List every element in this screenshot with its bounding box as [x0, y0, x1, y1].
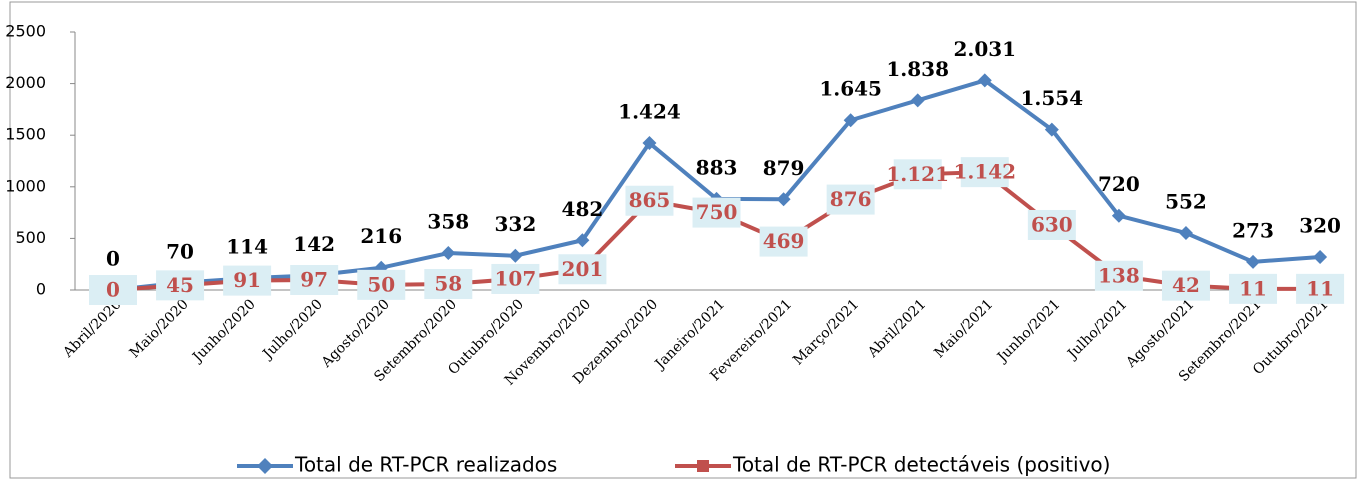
data-label: 720: [1098, 172, 1140, 196]
marker: [575, 233, 590, 248]
marker: [441, 246, 456, 261]
data-label: 469: [763, 229, 805, 253]
data-label: 216: [360, 224, 402, 248]
data-label-box: [759, 226, 808, 257]
data-label: 750: [696, 200, 738, 224]
data-label-box: [1296, 273, 1345, 304]
marker: [843, 113, 858, 128]
x-tick-label: Agosto/2020: [318, 296, 393, 371]
data-label: 70: [166, 239, 194, 263]
data-label: 91: [233, 268, 261, 292]
x-tick-label: Julho/2020: [259, 296, 326, 363]
y-tick-label: 1000: [5, 176, 46, 195]
chart-border: [9, 1, 1357, 479]
x-tick-label: Março/2021: [790, 296, 862, 368]
data-label: 201: [562, 257, 604, 281]
data-label: 552: [1165, 190, 1207, 214]
marker: [1178, 226, 1193, 241]
x-tick-label: Junho/2020: [188, 296, 258, 366]
y-tick-label: 2000: [5, 73, 46, 92]
y-tick-label: 500: [15, 228, 46, 247]
marker: [977, 73, 992, 88]
data-label: 42: [1172, 273, 1200, 297]
marker: [776, 192, 791, 207]
x-tick-label: Maio/2020: [127, 296, 192, 361]
data-label-box: [156, 270, 205, 301]
data-label: 45: [166, 273, 194, 297]
data-label-box: [960, 157, 1009, 188]
data-label: 1.142: [953, 160, 1016, 184]
legend-marker: [697, 460, 709, 472]
marker: [508, 248, 523, 263]
data-label: 138: [1098, 263, 1140, 287]
x-tick-label: Abril/2021: [864, 296, 929, 361]
data-label: 107: [494, 266, 536, 290]
data-label-box: [692, 197, 741, 228]
data-label: 0: [106, 278, 120, 302]
data-label: 1.424: [618, 100, 681, 124]
data-label: 358: [427, 210, 469, 234]
data-label: 273: [1232, 218, 1274, 242]
marker: [1111, 208, 1126, 223]
legend-marker: [257, 458, 273, 474]
legend-label: Total de RT-PCR realizados: [294, 453, 557, 477]
data-label: 865: [629, 188, 671, 212]
data-label-box: [558, 254, 607, 285]
data-label-box: [357, 269, 406, 300]
data-label: 630: [1031, 212, 1073, 236]
data-label-box: [826, 184, 875, 215]
legend-label: Total de RT-PCR detectáveis (positivo): [732, 453, 1110, 477]
data-label-box: [424, 269, 473, 300]
y-tick-label: 2500: [5, 22, 46, 41]
data-label-box: [625, 185, 674, 216]
data-label: 50: [367, 272, 395, 296]
y-tick-label: 1500: [5, 125, 46, 144]
data-label: 142: [293, 232, 335, 256]
data-label-box: [1027, 209, 1076, 240]
data-label: 11: [1306, 276, 1334, 300]
data-label-box: [491, 263, 540, 294]
x-tick-label: Janeiro/2021: [651, 296, 728, 373]
data-label: 0: [106, 247, 120, 271]
marker: [1246, 254, 1261, 269]
data-label: 11: [1239, 276, 1267, 300]
data-label: 97: [300, 267, 328, 291]
data-label-box: [1229, 273, 1278, 304]
marker: [642, 136, 657, 151]
x-tick-label: Agosto/2021: [1123, 296, 1198, 371]
x-tick-label: Abril/2020: [60, 296, 125, 361]
data-label: 876: [830, 187, 872, 211]
data-label-box: [290, 264, 339, 295]
data-label-box: [1161, 270, 1210, 301]
marker: [1044, 122, 1059, 137]
data-label: 879: [763, 156, 805, 180]
data-label-box: [223, 265, 272, 296]
data-label: 1.121: [886, 162, 949, 186]
data-label: 1.645: [819, 77, 882, 101]
data-label-box: [89, 275, 137, 305]
x-tick-label: Junho/2021: [993, 296, 1063, 366]
data-label: 883: [696, 155, 738, 179]
data-label: 114: [226, 235, 268, 259]
data-label: 1.554: [1021, 86, 1084, 110]
data-label: 332: [494, 212, 536, 236]
data-label: 1.838: [886, 57, 949, 81]
marker: [1313, 249, 1328, 264]
data-label-box: [1094, 260, 1143, 291]
data-label: 482: [562, 197, 604, 221]
data-label-box: [893, 159, 942, 190]
x-tick-label: Maio/2021: [931, 296, 996, 361]
x-tick-label: Julho/2021: [1063, 296, 1130, 363]
data-label: 320: [1299, 213, 1341, 237]
marker: [910, 93, 925, 108]
y-tick-label: 0: [36, 280, 46, 299]
data-label: 58: [434, 272, 462, 296]
data-label: 2.031: [953, 37, 1016, 61]
